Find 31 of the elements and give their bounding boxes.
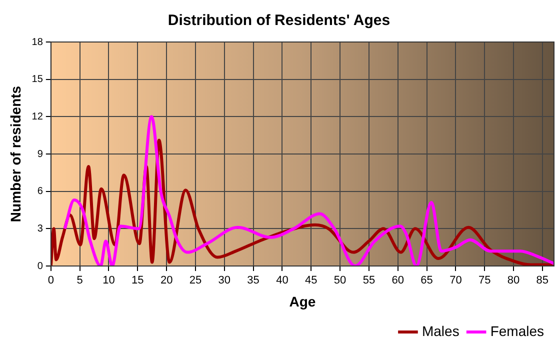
x-tick-label: 70: [450, 274, 462, 287]
y-axis-title: Number of residents: [7, 86, 24, 222]
legend-label: Males: [422, 322, 460, 339]
chart-title: Distribution of Residents' Ages: [168, 12, 390, 30]
x-tick-label: 35: [247, 274, 260, 287]
x-tick-label: 55: [362, 274, 376, 287]
x-tick-label: 80: [507, 274, 520, 287]
y-tick-label: 18: [32, 36, 44, 48]
y-tick-label: 9: [37, 148, 44, 160]
y-tick-label: 6: [37, 186, 44, 198]
x-tick-label: 25: [189, 274, 202, 287]
y-tick-label: 15: [32, 74, 44, 86]
x-tick-label: 65: [420, 274, 433, 287]
x-tick-label: 0: [48, 274, 54, 287]
x-tick-label: 50: [334, 274, 346, 287]
x-tick-label: 45: [305, 274, 318, 287]
y-tick-label: 0: [37, 260, 44, 272]
x-tick-label: 40: [276, 274, 288, 287]
x-tick-label: 15: [132, 274, 144, 287]
x-tick-label: 60: [392, 274, 404, 287]
x-tick-label: 30: [218, 274, 231, 287]
x-tick-label: 75: [478, 274, 491, 287]
x-axis-title: Age: [289, 293, 316, 310]
x-tick-label: 20: [160, 274, 173, 287]
x-tick-label: 85: [536, 274, 549, 287]
x-tick-label: 5: [76, 274, 83, 287]
legend-label: Females: [490, 322, 544, 339]
x-tick-label: 10: [102, 274, 115, 287]
y-tick-label: 12: [32, 111, 44, 122]
y-tick-label: 3: [37, 223, 44, 234]
line-series: [63, 115, 554, 266]
